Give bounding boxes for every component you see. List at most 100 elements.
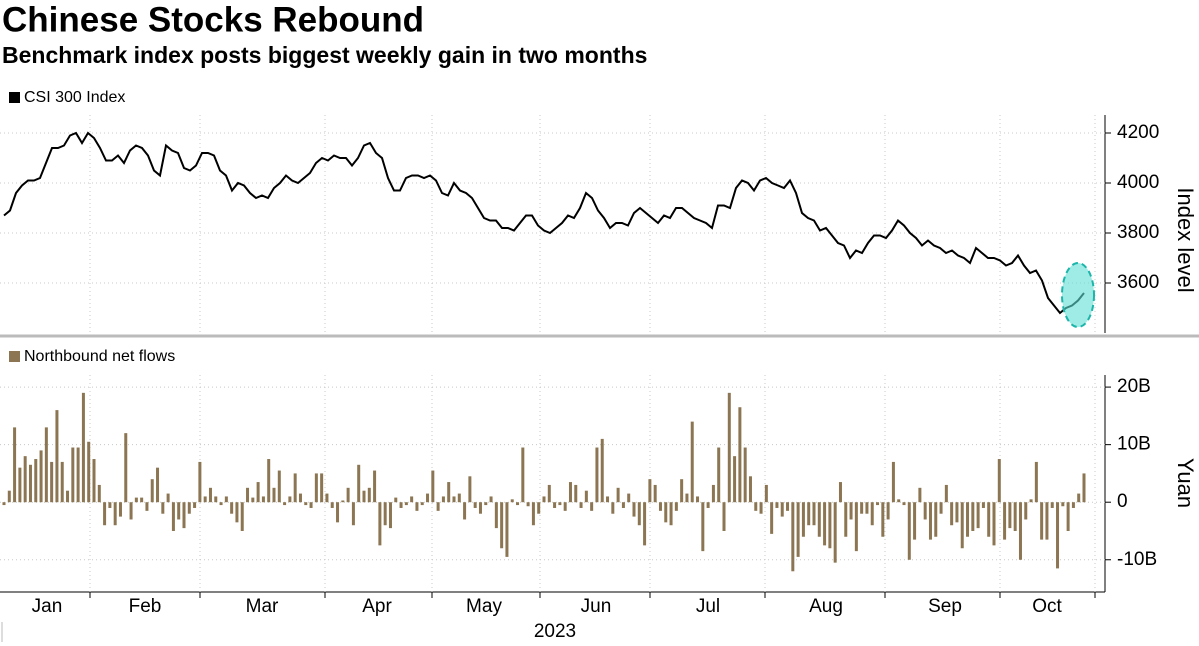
bar bbox=[288, 496, 292, 503]
bar bbox=[1013, 502, 1017, 531]
bar bbox=[865, 502, 869, 514]
bar bbox=[606, 496, 610, 503]
bar bbox=[637, 502, 641, 526]
bar bbox=[298, 493, 302, 503]
bar bbox=[23, 456, 27, 503]
bar bbox=[60, 461, 64, 503]
bar bbox=[193, 502, 197, 508]
legend-label: CSI 300 Index bbox=[24, 89, 125, 106]
x-tick-label: Sep bbox=[928, 596, 962, 617]
bar bbox=[177, 502, 181, 520]
bar bbox=[224, 496, 228, 503]
bar bbox=[66, 490, 70, 503]
bar bbox=[775, 502, 779, 508]
bar bbox=[362, 490, 366, 503]
bar bbox=[7, 490, 11, 503]
bar bbox=[420, 502, 424, 506]
bar bbox=[92, 459, 96, 503]
bar bbox=[653, 484, 657, 503]
bar bbox=[166, 493, 170, 503]
bar bbox=[240, 502, 244, 531]
bar bbox=[621, 502, 625, 508]
line bbox=[3, 131, 1085, 315]
bar bbox=[1050, 502, 1054, 508]
x-tick-label: Apr bbox=[362, 596, 392, 617]
bar bbox=[1029, 499, 1033, 503]
bar bbox=[1066, 502, 1070, 531]
bar bbox=[198, 461, 202, 503]
bar bbox=[658, 502, 662, 511]
bar bbox=[849, 502, 853, 520]
x-tick-label: Jul bbox=[696, 596, 720, 617]
bar bbox=[336, 502, 340, 523]
bar bbox=[669, 502, 673, 526]
bar bbox=[817, 502, 821, 537]
bar bbox=[786, 502, 790, 511]
x-tick-label: Feb bbox=[129, 596, 162, 617]
bar bbox=[627, 493, 631, 503]
bar bbox=[108, 502, 112, 508]
y-tick-label: 3800 bbox=[1117, 222, 1159, 243]
bar bbox=[891, 461, 895, 503]
bar bbox=[399, 502, 403, 508]
legend-swatch bbox=[9, 92, 20, 103]
bar bbox=[611, 502, 615, 514]
bar bbox=[97, 484, 101, 503]
chart-subtitle: Benchmark index posts biggest weekly gai… bbox=[2, 42, 647, 68]
bar bbox=[1008, 502, 1012, 529]
bar bbox=[981, 502, 985, 508]
bar bbox=[246, 487, 250, 503]
y-tick-label: 4000 bbox=[1117, 172, 1159, 193]
bar bbox=[18, 467, 22, 503]
bar bbox=[1077, 493, 1081, 503]
bar bbox=[447, 482, 451, 503]
bar bbox=[796, 502, 800, 557]
x-axis-title: 2023 bbox=[534, 621, 576, 642]
bar bbox=[87, 441, 91, 503]
bar bbox=[542, 496, 546, 503]
bar bbox=[505, 502, 509, 557]
bar bbox=[34, 459, 38, 503]
bar bbox=[346, 487, 350, 503]
bar bbox=[717, 447, 721, 503]
y-tick-label: 3600 bbox=[1117, 272, 1159, 293]
bar bbox=[801, 502, 805, 537]
bar bbox=[320, 473, 324, 503]
bar bbox=[738, 407, 742, 503]
bar bbox=[304, 502, 308, 506]
bar bbox=[510, 499, 514, 503]
bar bbox=[431, 470, 435, 503]
bar bbox=[1061, 502, 1065, 507]
bar bbox=[886, 502, 890, 520]
bar bbox=[203, 496, 207, 503]
bar bbox=[780, 502, 784, 517]
bar bbox=[907, 502, 911, 560]
bar bbox=[632, 502, 636, 517]
y-axis-title: Yuan bbox=[1173, 458, 1198, 508]
bar bbox=[526, 502, 530, 507]
bar bbox=[415, 502, 419, 511]
bar bbox=[648, 479, 652, 503]
bar bbox=[590, 502, 594, 511]
bar bbox=[214, 496, 218, 503]
bar bbox=[685, 493, 689, 503]
bar bbox=[50, 461, 54, 503]
bar bbox=[531, 502, 535, 526]
y-axis-title: Index level bbox=[1173, 187, 1198, 292]
bar bbox=[553, 502, 557, 508]
bar bbox=[558, 502, 562, 506]
bar bbox=[754, 502, 758, 511]
bar bbox=[161, 502, 165, 514]
bar bbox=[966, 502, 970, 537]
bar bbox=[579, 502, 583, 508]
bar bbox=[563, 502, 567, 511]
bar bbox=[55, 410, 59, 503]
bar bbox=[876, 502, 880, 506]
bar bbox=[727, 392, 731, 503]
bar bbox=[828, 502, 832, 549]
bar bbox=[897, 499, 901, 503]
bar bbox=[463, 502, 467, 520]
bar bbox=[1040, 502, 1044, 540]
bar bbox=[923, 502, 927, 520]
bar bbox=[2, 502, 6, 506]
